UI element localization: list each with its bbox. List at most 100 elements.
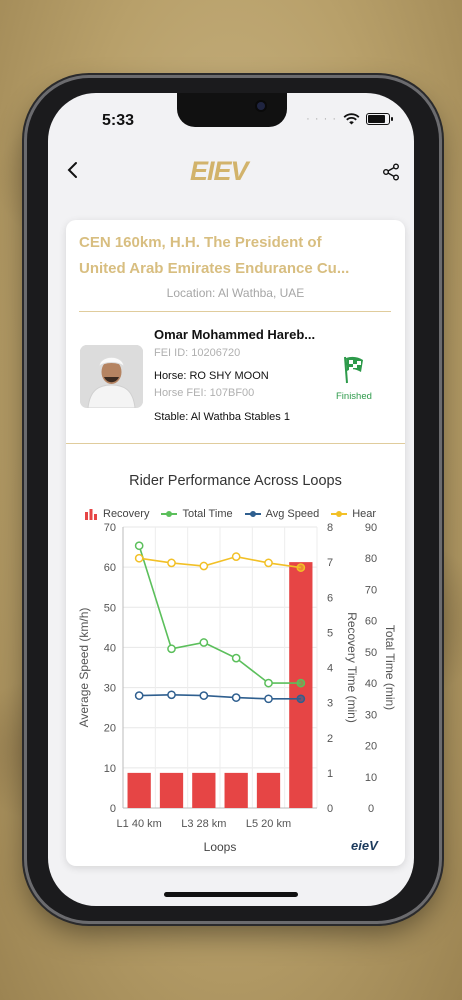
y3-tick-label: 80 [365, 553, 377, 565]
recovery-bar [128, 773, 151, 808]
y2-tick-label: 4 [327, 663, 333, 675]
performance-chart: 0102030405060700123456780102030405060708… [66, 520, 405, 860]
event-title-line2: United Arab Emirates Endurance Cu... [79, 256, 391, 282]
y3-tick-label: 40 [365, 678, 377, 690]
y-tick-label: 70 [104, 522, 116, 534]
y2-tick-label: 0 [327, 803, 333, 815]
data-point [200, 639, 207, 646]
data-point [233, 553, 240, 560]
recovery-bar [257, 773, 280, 808]
app-screen: 5:33 · · · · EIEV CEN 160km, H.H. The Pr… [48, 93, 414, 906]
y2-tick-label: 6 [327, 592, 333, 604]
data-point [200, 562, 207, 569]
data-point [168, 645, 175, 652]
y3-tick-label: 90 [365, 522, 377, 534]
recovery-bar [225, 773, 248, 808]
data-point [265, 559, 272, 566]
legend-heart[interactable]: Hear [331, 508, 376, 520]
y3-axis-title: Total Time (min) [383, 625, 397, 710]
rider-name[interactable]: Omar Mohammed Hareb... [154, 327, 315, 342]
data-point [233, 655, 240, 662]
horse-fei: Horse FEI: 107BF00 [154, 387, 254, 399]
legend-total-time[interactable]: Total Time [161, 508, 232, 520]
y-tick-label: 60 [104, 562, 116, 574]
legend-line-icon [331, 509, 347, 519]
y3-tick-label: 10 [365, 772, 377, 784]
app-logo: EIEV [190, 156, 248, 187]
status-time: 5:33 [102, 112, 134, 130]
rider-avatar [80, 345, 143, 408]
performance-card: CEN 160km, H.H. The President of United … [66, 220, 405, 866]
legend-label: Hear [352, 508, 376, 520]
camera-icon [257, 102, 265, 110]
checkered-flag-icon [342, 355, 366, 385]
notch [177, 93, 287, 127]
horse-name: Horse: RO SHY MOON [154, 370, 269, 382]
data-point [168, 559, 175, 566]
y2-tick-label: 2 [327, 733, 333, 745]
divider [79, 311, 391, 312]
legend-label: Total Time [182, 508, 232, 520]
chart-legend: Recovery Total Time Avg Speed Hear [84, 508, 388, 520]
data-point [297, 680, 304, 687]
y-tick-label: 30 [104, 683, 116, 695]
signal-dots: · · · · [306, 113, 337, 125]
legend-label: Recovery [103, 508, 149, 520]
share-icon[interactable] [382, 163, 400, 181]
y3-tick-label: 70 [365, 584, 377, 596]
legend-bar-icon [84, 508, 98, 520]
y2-tick-label: 7 [327, 557, 333, 569]
y3-tick-label: 0 [368, 803, 374, 815]
data-point [265, 695, 272, 702]
legend-line-icon [245, 509, 261, 519]
chart-title: Rider Performance Across Loops [66, 473, 405, 489]
data-point [136, 542, 143, 549]
y2-tick-label: 8 [327, 522, 333, 534]
recovery-bar [192, 773, 215, 808]
data-point [233, 694, 240, 701]
y2-axis-title: Recovery Time (min) [345, 612, 359, 723]
recovery-bar [160, 773, 183, 808]
y-axis-title: Average Speed (km/h) [77, 608, 91, 728]
event-location: Location: Al Wathba, UAE [66, 286, 405, 300]
x-axis-title: Loops [204, 840, 237, 854]
x-tick-label: L3 28 km [181, 818, 226, 830]
eiev-watermark: eieV [351, 838, 378, 853]
legend-recovery[interactable]: Recovery [84, 508, 149, 520]
y3-tick-label: 50 [365, 647, 377, 659]
y-tick-label: 10 [104, 763, 116, 775]
y2-tick-label: 3 [327, 698, 333, 710]
data-point [136, 555, 143, 562]
legend-label: Avg Speed [266, 508, 320, 520]
rider-fei-id: FEI ID: 10206720 [154, 347, 240, 359]
y3-tick-label: 20 [365, 741, 377, 753]
data-point [200, 692, 207, 699]
data-point [136, 692, 143, 699]
x-tick-label: L1 40 km [117, 818, 162, 830]
wifi-icon [343, 113, 360, 125]
divider [66, 443, 405, 444]
battery-icon [366, 113, 390, 125]
data-point [297, 564, 304, 571]
y-tick-label: 20 [104, 723, 116, 735]
status-icons: · · · · [306, 113, 390, 125]
y2-tick-label: 5 [327, 627, 333, 639]
data-point [168, 691, 175, 698]
event-title[interactable]: CEN 160km, H.H. The President of United … [79, 230, 391, 282]
event-title-line1: CEN 160km, H.H. The President of [79, 230, 391, 256]
legend-avg-speed[interactable]: Avg Speed [245, 508, 320, 520]
stable-name: Stable: Al Wathba Stables 1 [154, 411, 290, 423]
x-tick-label: L5 20 km [246, 818, 291, 830]
data-point [265, 680, 272, 687]
y-tick-label: 0 [110, 803, 116, 815]
y2-tick-label: 1 [327, 768, 333, 780]
data-point [297, 695, 304, 702]
home-indicator [164, 892, 298, 897]
status-badge: Finished [336, 391, 372, 402]
y-tick-label: 50 [104, 602, 116, 614]
y3-tick-label: 60 [365, 616, 377, 628]
chevron-left-icon[interactable] [64, 161, 82, 179]
legend-line-icon [161, 509, 177, 519]
y-tick-label: 40 [104, 642, 116, 654]
y3-tick-label: 30 [365, 709, 377, 721]
